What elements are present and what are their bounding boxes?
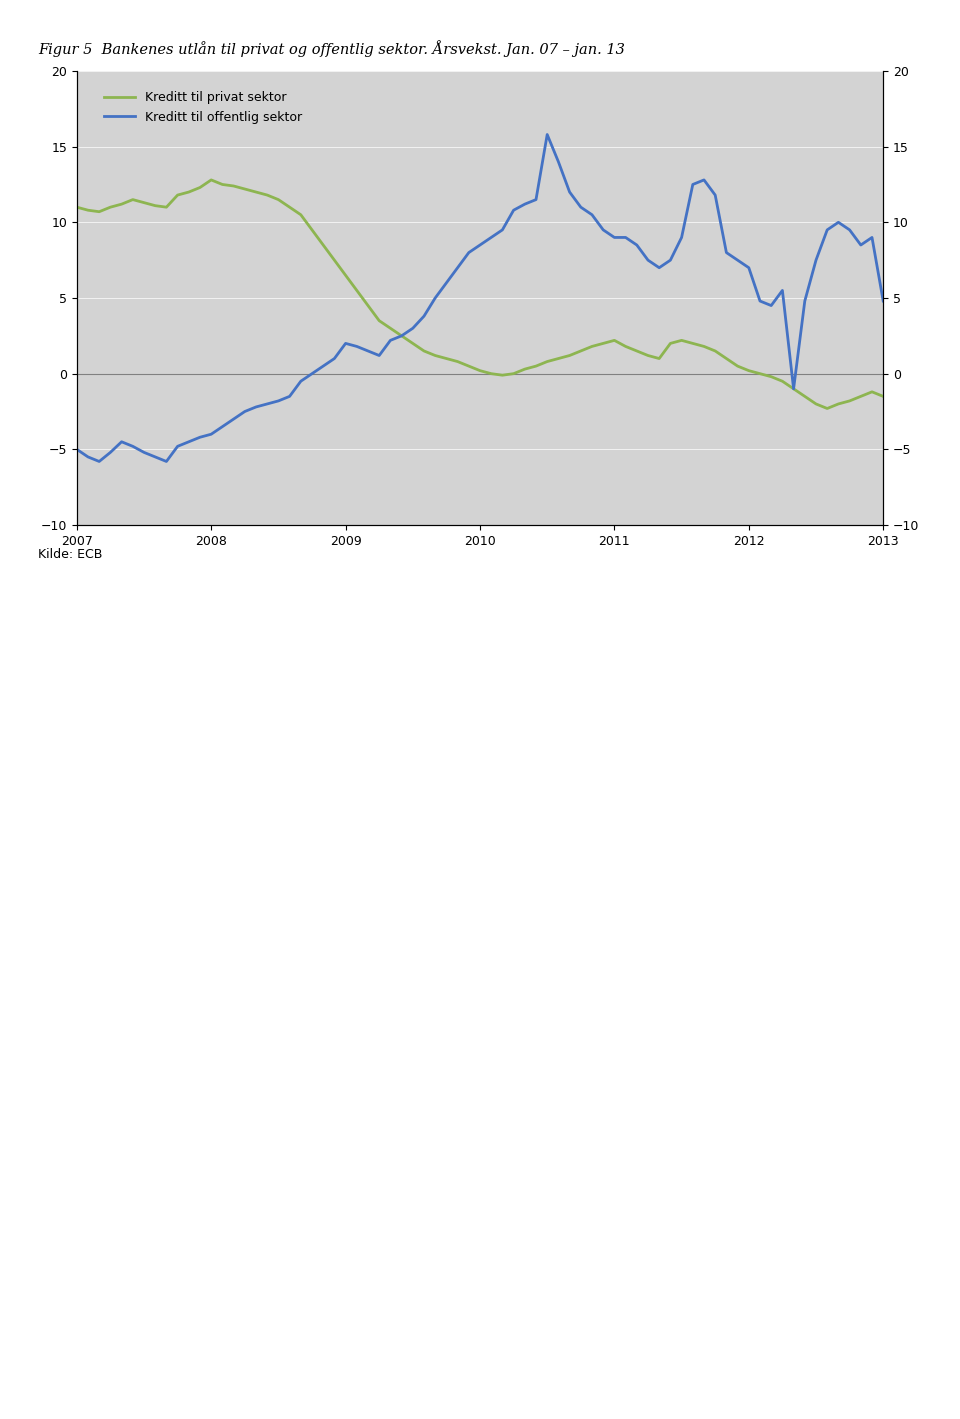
Text: Figur 5  Bankenes utlån til privat og offentlig sektor. Årsvekst. Jan. 07 – jan.: Figur 5 Bankenes utlån til privat og off…	[38, 40, 625, 57]
Legend: Kreditt til privat sektor, Kreditt til offentlig sektor: Kreditt til privat sektor, Kreditt til o…	[99, 87, 307, 129]
Text: Kilde: ECB: Kilde: ECB	[38, 548, 103, 561]
